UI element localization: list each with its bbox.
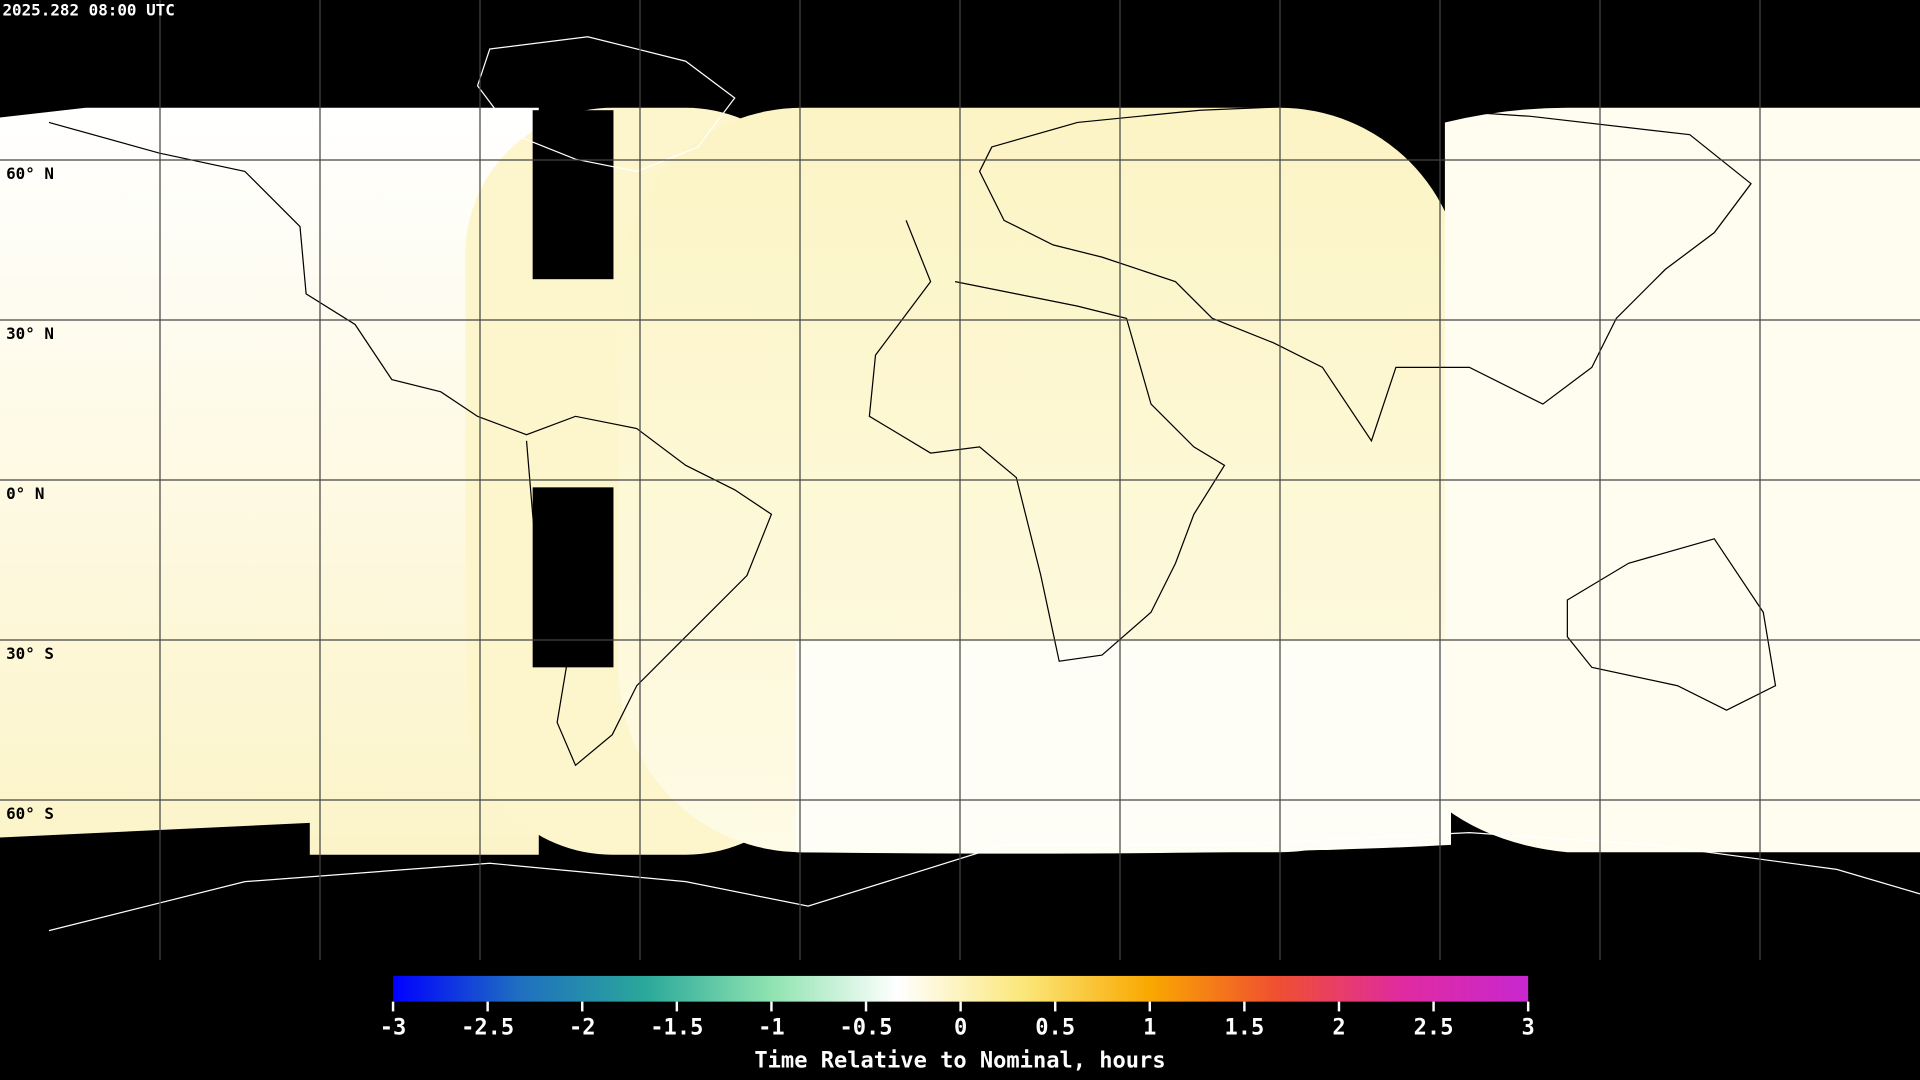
colorbar-tick-label: -2	[569, 1016, 596, 1041]
coastlines	[48, 36, 1920, 932]
colorbar	[393, 975, 1529, 1002]
colorbar-tick-label: 2	[1332, 1016, 1345, 1041]
colorbar-ticks: -3 -2.5 -2 -1.5 -1 -0.5 0 0.5 1 1.5 2 2.5 3	[380, 1001, 1535, 1041]
latitude-label: 60° S	[6, 804, 54, 823]
latitude-label: 30° S	[6, 644, 54, 663]
colorbar-tick-label: -2.5	[461, 1016, 514, 1041]
graticule: 60° N 30° N 0° N 30° S 60° S	[0, 0, 1920, 960]
colorbar-tick-label: 3	[1522, 1016, 1535, 1041]
colorbar-tick-label: 1.5	[1224, 1016, 1264, 1041]
colorbar-tick-label: -3	[380, 1016, 407, 1041]
colorbar-tick-label: -0.5	[839, 1016, 892, 1041]
colorbar-tick-label: 0.5	[1035, 1016, 1075, 1041]
colorbar-tick-label: 0	[954, 1016, 967, 1041]
colorbar-tick-label: -1.5	[650, 1016, 703, 1041]
colorbar-tick-label: -1	[758, 1016, 785, 1041]
colorbar-tick-label: 1	[1143, 1016, 1156, 1041]
colorbar-tick-label: 2.5	[1414, 1016, 1454, 1041]
latitude-label: 0° N	[6, 484, 44, 503]
colorbar-label: Time Relative to Nominal, hours	[754, 1049, 1165, 1074]
latitude-label: 60° N	[6, 164, 54, 183]
timestamp: 2025.282 08:00 UTC	[2, 1, 174, 20]
latitude-label: 30° N	[6, 324, 54, 343]
